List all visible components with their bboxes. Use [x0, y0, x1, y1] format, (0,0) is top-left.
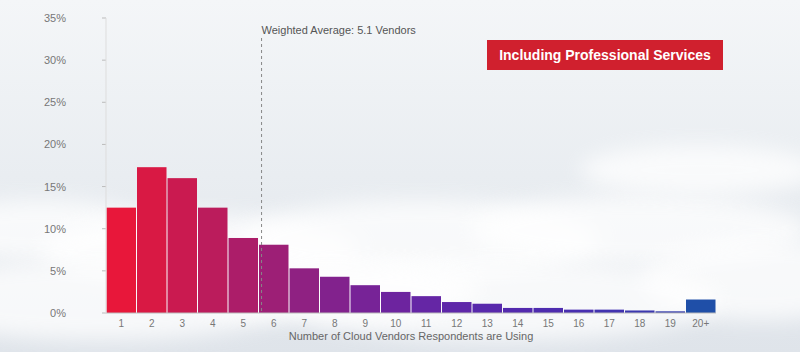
tick-mark: [102, 270, 106, 271]
bar: [229, 238, 259, 313]
bar: [595, 310, 625, 313]
bar: [564, 310, 594, 313]
tick-mark: [102, 228, 106, 229]
x-tick-label: 18: [634, 318, 646, 329]
y-tick-label: 35%: [44, 12, 66, 24]
x-tick-label: 12: [451, 318, 463, 329]
bar: [198, 208, 228, 313]
bar: [107, 208, 137, 313]
bar: [442, 302, 472, 313]
x-axis-label: Number of Cloud Vendors Respondents are …: [289, 330, 534, 342]
bar: [503, 308, 533, 313]
cloud: [580, 145, 800, 195]
y-tick-label: 30%: [44, 54, 66, 66]
x-tick-label: 3: [179, 318, 185, 329]
tick-mark: [102, 60, 106, 61]
chart: 0%5%10%15%20%25%30%35%123456789101112131…: [0, 0, 800, 352]
bar: [686, 300, 716, 313]
x-tick-label: 8: [332, 318, 338, 329]
x-axis-line: [106, 313, 716, 314]
tick-mark: [102, 102, 106, 103]
x-tick-label: 11: [421, 318, 432, 329]
tick-mark: [102, 186, 106, 187]
y-tick-label: 20%: [44, 138, 66, 150]
bar: [290, 268, 320, 313]
bar: [168, 178, 198, 313]
x-tick-label: 15: [543, 318, 555, 329]
y-axis-line: [106, 18, 107, 313]
bar: [320, 277, 350, 313]
y-tick-label: 15%: [44, 181, 66, 193]
bar: [473, 304, 503, 313]
x-tick-label: 9: [362, 318, 368, 329]
x-tick-label: 14: [512, 318, 524, 329]
bar: [259, 245, 289, 313]
y-tick-label: 25%: [44, 96, 66, 108]
badge: [487, 40, 723, 70]
average-line: [261, 38, 262, 313]
x-tick-label: 10: [390, 318, 402, 329]
y-tick-label: 0%: [50, 307, 66, 319]
y-tick-label: 10%: [44, 223, 66, 235]
bar: [412, 296, 442, 313]
y-tick-label: 5%: [50, 265, 66, 277]
x-tick-label: 5: [240, 318, 246, 329]
x-tick-label: 20+: [692, 318, 709, 329]
subtitle: Including Professional Services: [499, 47, 711, 63]
tick-mark: [102, 18, 106, 19]
x-tick-label: 7: [301, 318, 307, 329]
x-tick-label: 16: [573, 318, 585, 329]
x-tick-label: 17: [604, 318, 616, 329]
bar: [534, 308, 564, 313]
x-tick-label: 4: [210, 318, 216, 329]
x-tick-label: 1: [118, 318, 124, 329]
x-tick-label: 6: [271, 318, 277, 329]
tick-mark: [102, 144, 106, 145]
bar: [381, 292, 411, 313]
bar: [351, 285, 381, 313]
x-tick-label: 19: [665, 318, 677, 329]
x-tick-label: 2: [149, 318, 155, 329]
x-tick-label: 13: [482, 318, 494, 329]
annotation: Weighted Average: 5.1 Vendors: [262, 24, 417, 36]
tick-mark: [102, 313, 106, 314]
bar: [137, 167, 167, 313]
